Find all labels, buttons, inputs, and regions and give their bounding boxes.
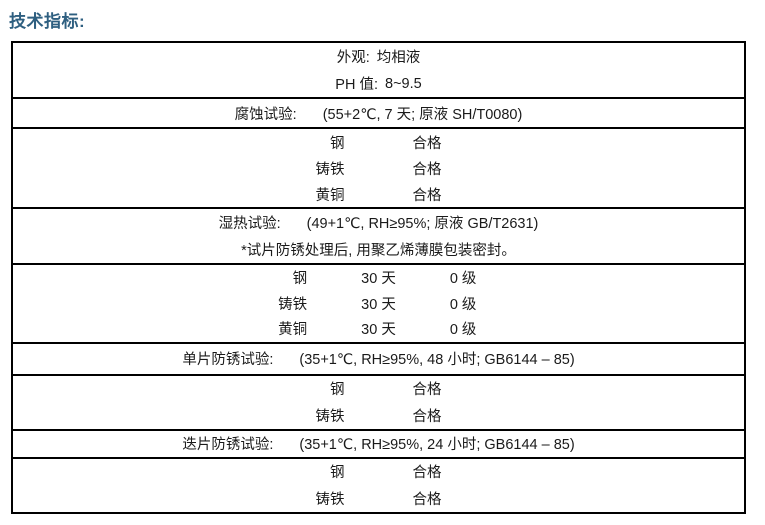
table-section: 湿热试验: (49+1℃, RH≥95%; 原液 GB/T2631) *试片防锈处理… bbox=[13, 209, 744, 265]
table-cell: 钢 bbox=[330, 135, 345, 152]
spec-table: 外观: 均相液 PH 值: 8~9.5 腐蚀试验: (55+2℃, 7 天; 原液 SH/… bbox=[11, 41, 746, 514]
table-row: 黄铜 30 天 0 级 bbox=[13, 316, 744, 342]
table-cell: 铸铁 bbox=[278, 296, 308, 313]
table-section: 腐蚀试验: (55+2℃, 7 天; 原液 SH/T0080) bbox=[13, 99, 744, 129]
table-cell: 黄铜 bbox=[315, 187, 345, 204]
table-row: 钢 合格 bbox=[13, 129, 744, 155]
table-cell: 合格 bbox=[412, 465, 442, 482]
table-section: 单片防锈试验: (35+1℃, RH≥95%, 48 小时; GB6144 – 8… bbox=[13, 344, 744, 376]
table-cell: 30 天 bbox=[361, 271, 396, 288]
table-row: 湿热试验: (49+1℃, RH≥95%; 原液 GB/T2631) bbox=[13, 209, 744, 236]
table-cell: 30 天 bbox=[361, 296, 396, 313]
table-row: 钢 合格 bbox=[13, 376, 744, 403]
page-title: 技术指标: bbox=[9, 12, 86, 31]
table-cell: 合格 bbox=[412, 161, 442, 178]
table-cell: 合格 bbox=[412, 135, 442, 152]
table-row: 铸铁 合格 bbox=[13, 402, 744, 429]
table-row: 铸铁 30 天 0 级 bbox=[13, 291, 744, 317]
table-cell: 0 级 bbox=[449, 271, 477, 288]
table-row: *试片防锈处理后, 用聚乙烯薄膜包装密封。 bbox=[13, 236, 744, 263]
table-cell: 外观: bbox=[336, 50, 370, 66]
table-cell: 0 级 bbox=[449, 296, 477, 313]
table-cell: 钢 bbox=[292, 271, 308, 288]
page: { "page": { "title": "技术指标:" }, "colors"… bbox=[0, 7, 765, 525]
table-cell: 0 级 bbox=[449, 322, 477, 339]
table-cell: (35+1℃, RH≥95%, 48 小时; GB6144 – 85) bbox=[299, 352, 575, 368]
table-cell: 湿热试验: bbox=[218, 216, 281, 232]
table-row: 外观: 均相液 bbox=[13, 43, 744, 70]
table-cell: *试片防锈处理后, 用聚乙烯薄膜包装密封。 bbox=[241, 243, 516, 259]
table-cell: 黄铜 bbox=[278, 322, 308, 339]
table-row: 钢 30 天 0 级 bbox=[13, 265, 744, 291]
table-cell: (55+2℃, 7 天; 原液 SH/T0080) bbox=[322, 106, 523, 123]
table-cell: 腐蚀试验: bbox=[234, 106, 297, 123]
table-cell: PH 值: bbox=[335, 77, 378, 93]
table-row: 钢 合格 bbox=[13, 459, 744, 486]
table-cell: 合格 bbox=[412, 187, 442, 204]
table-cell: 30 天 bbox=[361, 322, 396, 339]
table-row: 黄铜 合格 bbox=[13, 181, 744, 207]
table-cell: 迭片防锈试验: bbox=[182, 437, 274, 453]
table-section: 钢合格 铸铁 合格 bbox=[13, 459, 744, 512]
table-cell: 铸铁 bbox=[315, 408, 345, 425]
table-cell: 合格 bbox=[412, 382, 442, 399]
table-cell: 钢 bbox=[330, 465, 345, 482]
table-section: 外观: 均相液 PH 值: 8~9.5 bbox=[13, 43, 744, 99]
table-row: 铸铁 合格 bbox=[13, 155, 744, 181]
table-section: 钢合格 铸铁 合格 黄铜 合格 bbox=[13, 129, 744, 209]
table-cell: 均相液 bbox=[376, 50, 421, 66]
table-cell: 8~9.5 bbox=[385, 75, 422, 92]
table-cell: 铸铁 bbox=[315, 161, 345, 178]
table-row: 铸铁 合格 bbox=[13, 485, 744, 512]
table-cell: 钢 bbox=[330, 382, 345, 399]
table-section: 钢合格 铸铁 合格 bbox=[13, 376, 744, 431]
table-cell: 合格 bbox=[412, 408, 442, 425]
table-row: 腐蚀试验: (55+2℃, 7 天; 原液 SH/T0080) bbox=[13, 99, 744, 127]
table-cell: 铸铁 bbox=[315, 491, 345, 508]
table-cell: (49+1℃, RH≥95%; 原液 GB/T2631) bbox=[306, 216, 539, 232]
table-cell: 合格 bbox=[412, 491, 442, 508]
table-row: 单片防锈试验: (35+1℃, RH≥95%, 48 小时; GB6144 – 8… bbox=[13, 344, 744, 374]
table-cell: (35+1℃, RH≥95%, 24 小时; GB6144 – 85) bbox=[299, 437, 575, 453]
table-row: PH 值: 8~9.5 bbox=[13, 70, 744, 97]
table-cell: 单片防锈试验: bbox=[182, 352, 274, 368]
table-row: 迭片防锈试验: (35+1℃, RH≥95%, 24 小时; GB6144 – 8… bbox=[13, 431, 744, 457]
table-section: 迭片防锈试验: (35+1℃, RH≥95%, 24 小时; GB6144 – 8… bbox=[13, 431, 744, 459]
